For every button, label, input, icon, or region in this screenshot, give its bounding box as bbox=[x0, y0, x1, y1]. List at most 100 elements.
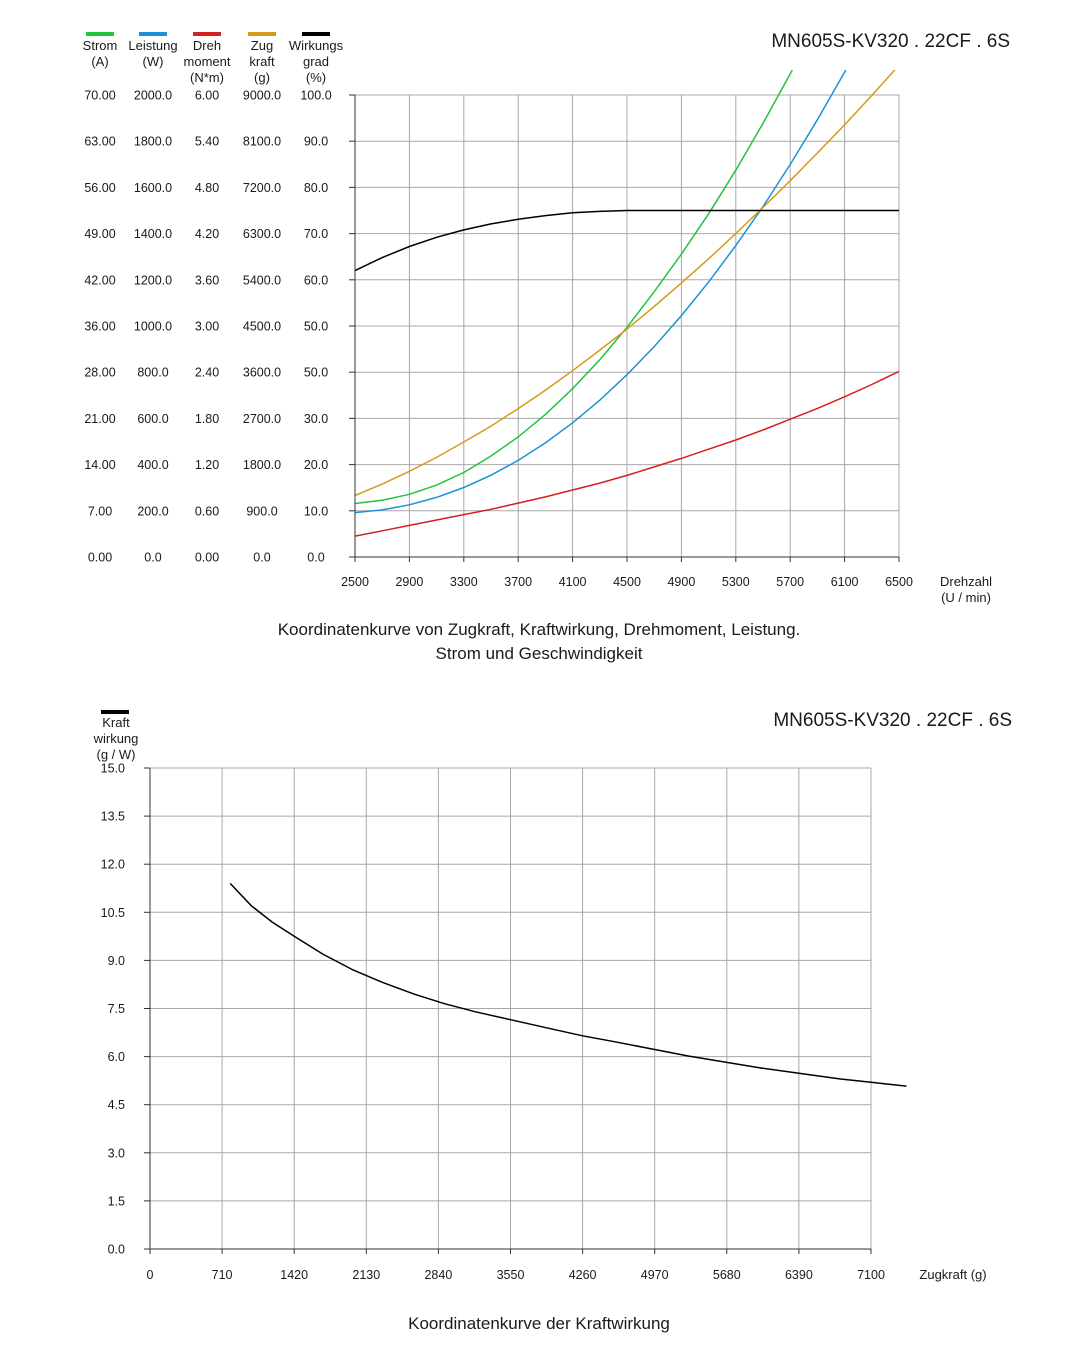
series-line bbox=[355, 70, 896, 497]
y-tick-label: 7.00 bbox=[88, 504, 112, 518]
x-tick-label: 6500 bbox=[885, 575, 913, 589]
y-tick-label: 0.0 bbox=[253, 551, 270, 565]
y-axis-label: Strom bbox=[83, 38, 118, 53]
chart-caption: Koordinatenkurve von Zugkraft, Kraftwirk… bbox=[278, 620, 801, 639]
chart-kraftwirkung: 0 710 1420 2130 2840 3550 4260 4970 5680 6390 7100… bbox=[93, 710, 1012, 1333]
y-axis-label: grad bbox=[303, 54, 329, 69]
x-tick-label: 1420 bbox=[280, 1268, 308, 1282]
y-tick-label: 1200.0 bbox=[134, 273, 172, 287]
y-tick-label: 80.0 bbox=[304, 181, 328, 195]
y-tick-label: 70.00 bbox=[84, 89, 115, 103]
grid bbox=[355, 94, 900, 557]
y-tick-label: 8100.0 bbox=[243, 135, 281, 149]
x-tick-label: 3300 bbox=[450, 575, 478, 589]
y-axis-label: (%) bbox=[306, 70, 326, 85]
y-tick-label: 400.0 bbox=[137, 458, 168, 472]
y-tick-label: 4.80 bbox=[195, 181, 219, 195]
y-tick-label: 2000.0 bbox=[134, 89, 172, 103]
model-title: MN605S-KV320 . 22CF . 6S bbox=[771, 31, 1010, 52]
x-axis-label: Zugkraft (g) bbox=[919, 1267, 986, 1282]
y-tick-label: 14.00 bbox=[84, 458, 115, 472]
x-tick-label: 3700 bbox=[504, 575, 532, 589]
y-tick-label: 63.00 bbox=[84, 135, 115, 149]
series-lines bbox=[229, 882, 907, 1087]
y-tick-label: 5.40 bbox=[195, 135, 219, 149]
y-axis-label: Wirkungs bbox=[289, 38, 344, 53]
series-line bbox=[355, 370, 900, 537]
y-tick-label: 0.0 bbox=[307, 551, 324, 565]
y-tick-label: 9000.0 bbox=[243, 89, 281, 103]
y-tick-label: 3.0 bbox=[108, 1146, 125, 1160]
y-tick-label: 0.0 bbox=[108, 1243, 125, 1257]
series-line bbox=[355, 70, 794, 505]
x-tick-label: 6100 bbox=[831, 575, 859, 589]
series-line bbox=[229, 882, 907, 1087]
y-tick-label: 1.5 bbox=[108, 1194, 125, 1208]
y-tick-label: 36.00 bbox=[84, 320, 115, 334]
y-tick-label: 49.00 bbox=[84, 227, 115, 241]
legend-swatch bbox=[86, 32, 114, 36]
y-tick-label: 56.00 bbox=[84, 181, 115, 195]
y-tick-label: 100.0 bbox=[300, 89, 331, 103]
x-axis-label: (U / min) bbox=[941, 590, 991, 605]
y-axis-label: Leistung bbox=[128, 38, 177, 53]
x-tick-label: 4100 bbox=[559, 575, 587, 589]
x-tick-label: 2130 bbox=[352, 1268, 380, 1282]
y-axis-label: (W) bbox=[143, 54, 164, 69]
axes bbox=[144, 767, 872, 1254]
y-axis-label: kraft bbox=[249, 54, 275, 69]
x-tick-label: 4900 bbox=[667, 575, 695, 589]
y-tick-label: 5400.0 bbox=[243, 273, 281, 287]
x-tick-label: 2900 bbox=[395, 575, 423, 589]
y-tick-label: 1400.0 bbox=[134, 227, 172, 241]
y-tick-label: 6.00 bbox=[195, 89, 219, 103]
x-tick-label: 2500 bbox=[341, 575, 369, 589]
y-tick-label: 50.0 bbox=[304, 366, 328, 380]
legend-swatch bbox=[193, 32, 221, 36]
y-axis-label: (A) bbox=[91, 54, 108, 69]
y-tick-label: 1.80 bbox=[195, 412, 219, 426]
x-axis-label: Drehzahl bbox=[940, 574, 992, 589]
y-tick-label: 200.0 bbox=[137, 504, 168, 518]
y-axis-label: (g) bbox=[254, 70, 270, 85]
y-tick-label: 3.60 bbox=[195, 273, 219, 287]
y-tick-label: 50.0 bbox=[304, 320, 328, 334]
y-axis-label: (g / W) bbox=[97, 747, 136, 762]
x-tick-label: 4970 bbox=[641, 1268, 669, 1282]
y-tick-label: 1600.0 bbox=[134, 181, 172, 195]
y-tick-label: 0.60 bbox=[195, 504, 219, 518]
legend-swatch bbox=[101, 710, 129, 714]
y-tick-label: 28.00 bbox=[84, 366, 115, 380]
y-tick-label: 1800.0 bbox=[243, 458, 281, 472]
y-tick-label: 4.20 bbox=[195, 227, 219, 241]
legend-swatch bbox=[139, 32, 167, 36]
y-tick-label: 4500.0 bbox=[243, 320, 281, 334]
labels: 2500 2900 3300 3700 4100 4500 4900 5300 5700 6100… bbox=[83, 31, 1010, 663]
y-tick-label: 3.00 bbox=[195, 320, 219, 334]
chart-caption: Strom und Geschwindigkeit bbox=[436, 644, 643, 663]
y-tick-label: 1.20 bbox=[195, 458, 219, 472]
legend-swatch bbox=[248, 32, 276, 36]
labels: 0 710 1420 2130 2840 3550 4260 4970 5680 6390 7100… bbox=[93, 710, 1012, 1333]
series-line bbox=[355, 70, 847, 514]
x-tick-label: 7100 bbox=[857, 1268, 885, 1282]
y-tick-label: 9.0 bbox=[108, 954, 125, 968]
y-tick-label: 13.5 bbox=[101, 810, 125, 824]
y-tick-label: 42.00 bbox=[84, 273, 115, 287]
y-axis-label: Kraft bbox=[102, 715, 130, 730]
y-tick-label: 60.0 bbox=[304, 273, 328, 287]
y-tick-label: 21.00 bbox=[84, 412, 115, 426]
y-tick-label: 4.5 bbox=[108, 1098, 125, 1112]
chart-caption: Koordinatenkurve der Kraftwirkung bbox=[408, 1314, 670, 1333]
x-tick-label: 4500 bbox=[613, 575, 641, 589]
y-tick-label: 30.0 bbox=[304, 412, 328, 426]
y-tick-label: 2700.0 bbox=[243, 412, 281, 426]
y-tick-label: 7200.0 bbox=[243, 181, 281, 195]
y-tick-label: 900.0 bbox=[246, 504, 277, 518]
x-tick-label: 3550 bbox=[497, 1268, 525, 1282]
x-tick-label: 5680 bbox=[713, 1268, 741, 1282]
series-lines bbox=[355, 70, 900, 537]
y-tick-label: 70.0 bbox=[304, 227, 328, 241]
x-tick-label: 5700 bbox=[776, 575, 804, 589]
model-title: MN605S-KV320 . 22CF . 6S bbox=[773, 710, 1012, 731]
